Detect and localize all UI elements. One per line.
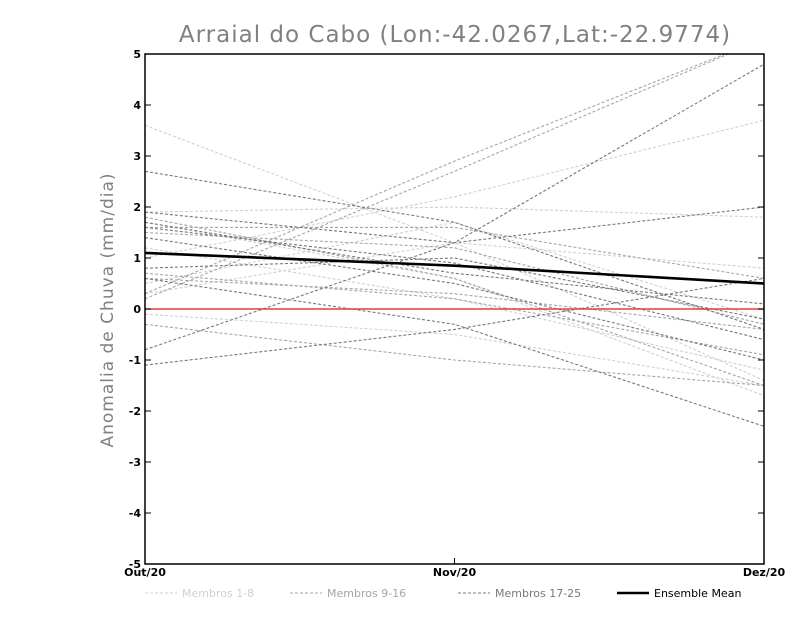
y-tick-label: -5 <box>129 558 141 571</box>
x-tick-label: Nov/20 <box>433 566 477 579</box>
member-line <box>145 272 764 356</box>
x-tick-label: Dez/20 <box>743 566 786 579</box>
member-line <box>145 54 727 295</box>
y-tick-label: 4 <box>133 99 141 112</box>
y-tick-label: -1 <box>129 354 141 367</box>
legend-label: Membros 17-25 <box>495 587 581 600</box>
member-line <box>145 206 764 218</box>
legend-label: Ensemble Mean <box>654 587 741 600</box>
member-line <box>145 277 764 330</box>
member-line <box>145 54 730 300</box>
member-line <box>145 231 764 325</box>
x-axis-ticks: Out/20 Nov/20 Dez/20 <box>124 558 786 579</box>
member-line <box>145 226 764 341</box>
ensemble-mean-line <box>145 251 764 285</box>
y-axis-ticks: 5 4 3 2 1 0 -1 -2 -3 -4 -5 <box>129 48 764 571</box>
member-line <box>145 206 764 244</box>
y-tick-label: -3 <box>129 456 141 469</box>
y-tick-label: 1 <box>133 252 141 265</box>
x-tick-label: Out/20 <box>124 566 166 579</box>
member-lines <box>145 54 764 427</box>
member-line <box>145 313 764 387</box>
y-tick-label: 3 <box>133 150 141 163</box>
y-tick-label: 5 <box>133 48 141 61</box>
member-line <box>145 216 764 387</box>
legend: Membros 1-8 Membros 9-16 Membros 17-25 Ense… <box>145 587 741 600</box>
member-line <box>145 277 764 366</box>
member-line <box>145 63 764 351</box>
y-tick-label: -4 <box>129 507 142 520</box>
legend-label: Membros 1-8 <box>182 587 254 600</box>
member-line <box>145 170 764 330</box>
member-line <box>145 221 764 320</box>
y-axis-label: Anomalia de Chuva (mm/dia) <box>98 172 118 447</box>
member-line <box>145 247 764 371</box>
member-line <box>145 226 764 279</box>
member-line <box>145 221 764 397</box>
ensemble-mean-layer <box>145 251 764 310</box>
chart-title: Arraial do Cabo (Lon:-42.0267,Lat:-22.97… <box>179 22 731 48</box>
y-tick-label: 2 <box>133 201 141 214</box>
member-line <box>145 221 764 305</box>
legend-label: Membros 9-16 <box>327 587 406 600</box>
y-tick-label: -2 <box>129 405 141 418</box>
member-line <box>145 257 764 320</box>
member-line <box>145 323 764 387</box>
member-line <box>145 277 764 427</box>
y-tick-label: 0 <box>133 303 141 316</box>
member-line <box>145 237 764 361</box>
